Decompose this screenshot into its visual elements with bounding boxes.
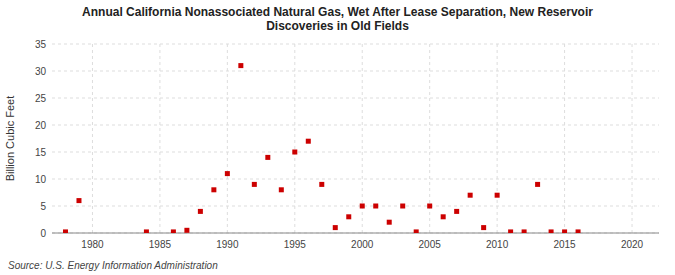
point [427,204,432,209]
x-tick-label: 1980 [81,239,104,250]
y-grid-line [52,125,659,126]
point [576,229,581,233]
y-tick-label: 10 [35,174,47,185]
y-tick-label: 0 [40,228,46,239]
x-tick-label: 2020 [621,239,644,250]
point [373,204,378,209]
point [549,229,554,233]
point [508,229,513,233]
point [144,229,149,233]
x-tick-label: 1990 [216,239,239,250]
y-grid-line [52,44,659,45]
point [279,187,284,192]
point [441,214,446,219]
y-grid-line [52,98,659,99]
point [225,171,230,176]
point [184,228,189,233]
point [495,193,500,198]
x-grid-line [227,44,228,233]
x-grid-line [497,44,498,233]
y-grid-line [52,179,659,180]
point [171,229,176,233]
point [319,182,324,187]
point [306,139,311,144]
point [360,204,365,209]
source-note: Source: U.S. Energy Information Administ… [8,260,218,271]
y-tick-label: 20 [35,120,47,131]
x-grid-line [159,44,160,233]
x-grid-line [294,44,295,233]
y-tick-label: 30 [35,66,47,77]
y-tick-label: 25 [35,93,47,104]
point [211,187,216,192]
y-grid-line [52,233,659,234]
y-grid-line [52,71,659,72]
x-grid-line [632,44,633,233]
point [387,220,392,225]
point [400,204,405,209]
point [414,229,419,233]
point [76,198,81,203]
y-tick-label: 5 [40,201,46,212]
point [481,225,486,230]
x-tick-label: 2000 [351,239,374,250]
x-tick-label: 1985 [149,239,172,250]
y-tick-label: 35 [35,39,47,50]
x-tick-label: 1995 [284,239,307,250]
y-grid-line [52,152,659,153]
point [346,214,351,219]
grid [52,44,659,233]
x-grid-line [564,44,565,233]
point [468,193,473,198]
point [63,229,68,233]
point [292,150,297,155]
y-grid-line [52,206,659,207]
y-axis-label: Billion Cubic Feet [4,96,16,182]
chart: Annual California Nonassociated Natural … [0,0,675,275]
x-tick-label: 2010 [486,239,509,250]
point [562,229,567,233]
point [535,182,540,187]
point [238,63,243,68]
x-axis-line [52,233,659,234]
points [63,63,581,233]
point [454,209,459,214]
x-tick-label: 2005 [419,239,442,250]
point [198,209,203,214]
title: Annual California Nonassociated Natural … [82,5,593,33]
point [333,225,338,230]
y-tick-label: 15 [35,147,47,158]
point [522,229,527,233]
x-tick-label: 2015 [553,239,576,250]
point [252,182,257,187]
point [265,155,270,160]
x-grid-line [92,44,93,233]
